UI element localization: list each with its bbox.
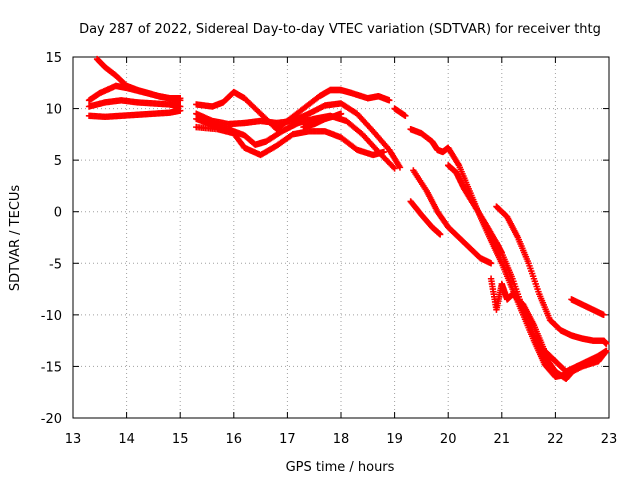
series-arc-18: [568, 296, 607, 319]
y-tick-label: 0: [54, 206, 62, 221]
data-point: [600, 311, 607, 319]
x-tick-label: 14: [118, 432, 135, 447]
chart-title: Day 287 of 2022, Sidereal Day-to-day VTE…: [79, 22, 601, 37]
y-tick-label: 15: [45, 51, 62, 66]
data-point: [572, 364, 580, 371]
y-axis-label: SDTVAR / TECUs: [8, 185, 23, 292]
series-arc-3: [85, 97, 184, 110]
x-axis-ticks: 13 14 15 16 17 18 19 20 21 22 23: [65, 57, 618, 447]
x-tick-label: 15: [172, 432, 189, 447]
series-arc-16: [493, 203, 610, 347]
data-point: [177, 97, 184, 104]
x-tick-label: 21: [494, 432, 511, 447]
data-point: [386, 97, 393, 104]
y-tick-label: -10: [41, 309, 62, 324]
data-point: [603, 347, 610, 355]
series-arc-10: [391, 105, 409, 119]
data-point: [603, 340, 610, 347]
series-arc-17: [493, 239, 581, 383]
x-tick-label: 18: [333, 432, 350, 447]
data-point: [391, 165, 398, 172]
data-point: [487, 260, 495, 267]
x-tick-label: 13: [65, 432, 82, 447]
y-tick-label: 5: [54, 154, 62, 169]
data-point: [337, 110, 345, 117]
x-axis-label: GPS time / hours: [286, 460, 395, 475]
y-tick-label: -15: [41, 360, 62, 375]
series-arc-12: [410, 167, 495, 267]
data-points: [85, 55, 610, 383]
y-tick-label: -20: [41, 412, 62, 427]
data-point: [396, 164, 404, 171]
data-point: [380, 148, 388, 156]
data-point: [573, 363, 581, 370]
x-tick-label: 23: [601, 432, 618, 447]
series-arc-4: [85, 107, 184, 121]
series-arc-2: [85, 82, 184, 104]
data-point: [177, 107, 184, 114]
y-tick-label: 10: [45, 103, 62, 118]
series-arc-13: [407, 198, 444, 238]
grid-lines: [73, 57, 609, 418]
x-tick-label: 20: [440, 432, 457, 447]
series-arc-8: [193, 123, 388, 159]
data-point: [402, 112, 409, 119]
x-tick-label: 17: [279, 432, 296, 447]
y-tick-label: -5: [49, 257, 62, 272]
x-tick-label: 16: [226, 432, 243, 447]
x-tick-label: 22: [547, 432, 564, 447]
series-arc-14: [445, 162, 500, 246]
data-point: [436, 231, 444, 238]
y-axis-ticks: -20 -15 -10 -5 0 5 10 15: [41, 51, 609, 427]
series-arc-9: [300, 110, 345, 131]
x-tick-label: 19: [386, 432, 403, 447]
